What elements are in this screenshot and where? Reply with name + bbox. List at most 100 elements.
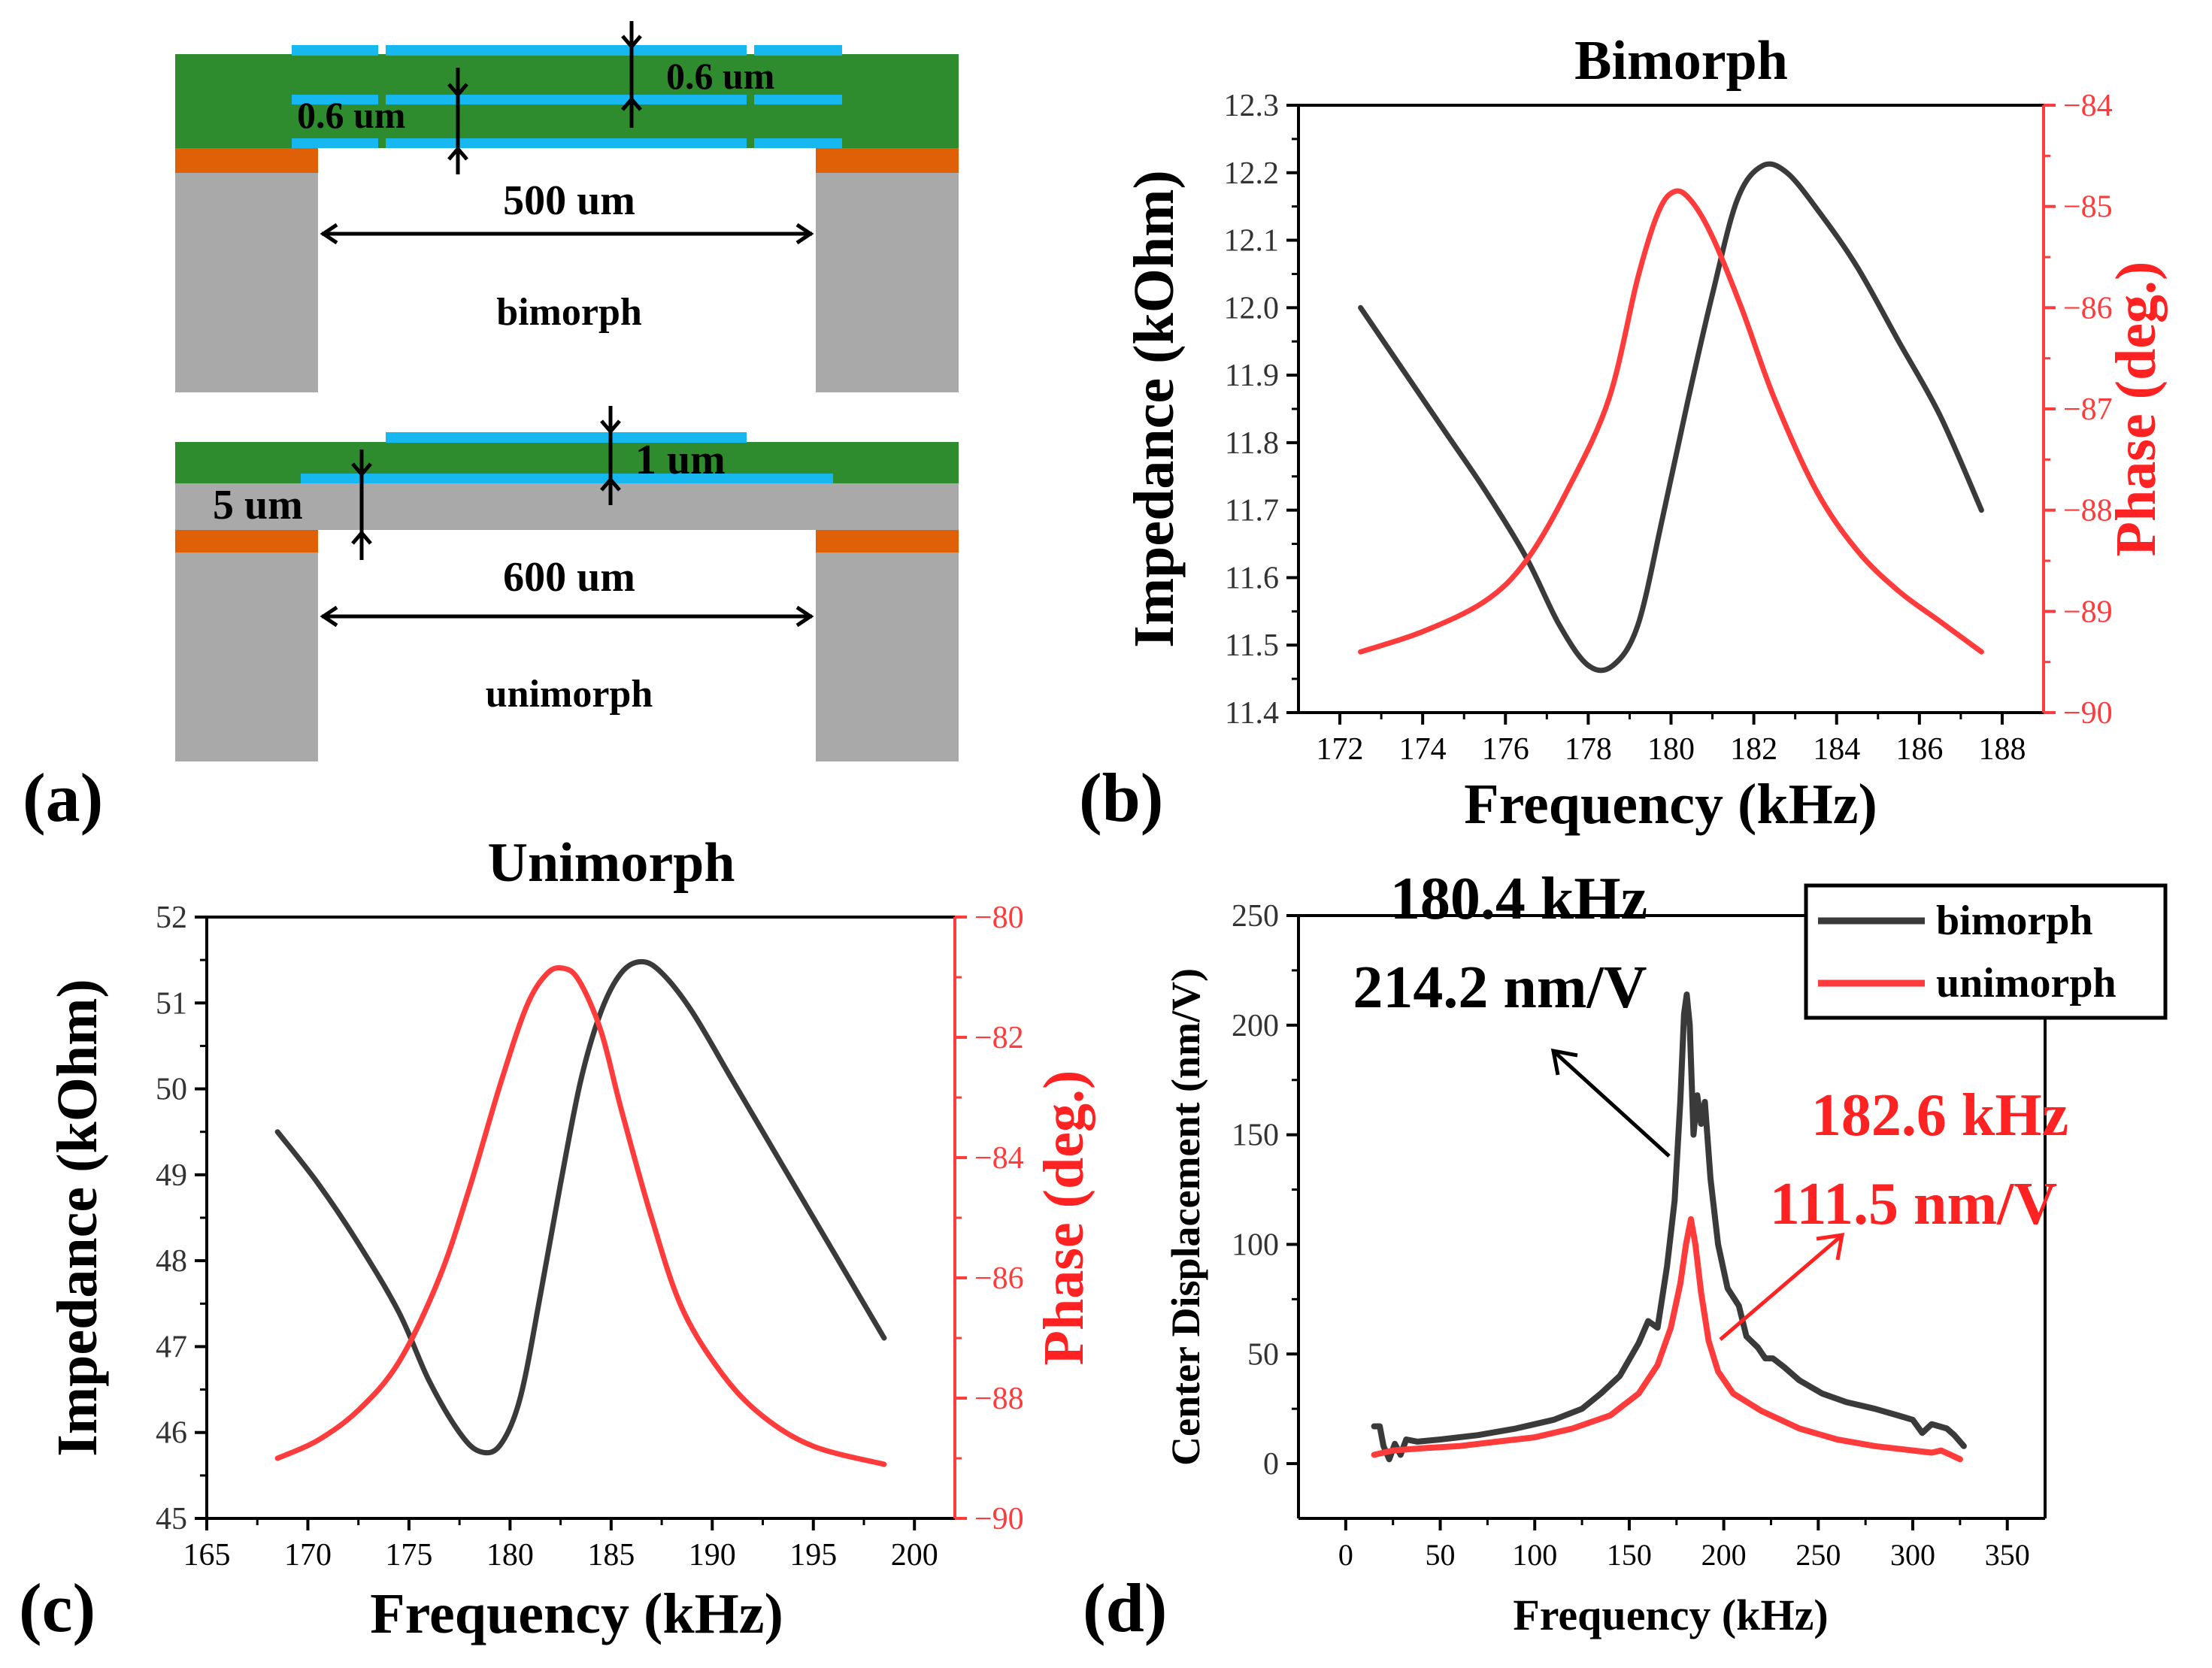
bimorph-diagram: 0.6 um 0.6 um 500 um bimorph [175, 21, 959, 392]
bimorph-mid-electrode-2 [386, 95, 747, 104]
annotation-unimorph-displacement: 111.5 nm/V [1770, 1171, 2057, 1237]
y-tick-label: 11.9 [1225, 359, 1279, 393]
bimorph-width-arrow [320, 223, 814, 245]
y-tick-label: 100 [1232, 1228, 1279, 1262]
y-tick-label: 150 [1232, 1119, 1279, 1153]
chart-b-ylabel: Impedance (kOhm) [1123, 170, 1186, 647]
x-tick-label: 300 [1890, 1538, 1935, 1572]
y-tick-label: 47 [156, 1330, 187, 1364]
series-line-unimorph [1371, 1215, 1963, 1463]
x-tick-label: 195 [789, 1538, 837, 1573]
legend-box [1804, 883, 2168, 1020]
y-tick-label: 11.4 [1225, 696, 1279, 731]
y-tick-label: 200 [1232, 1009, 1279, 1043]
chart-b-xlabel: Frequency (kHz) [1464, 773, 1877, 836]
chart-d-plot-area: 0 50 100 150 200 250 300 350 0 50 100 150 200 250 [1232, 899, 2047, 1572]
x-tick-label: 185 [587, 1538, 635, 1573]
unimorph-top-electrode [386, 432, 747, 443]
bimorph-label: bimorph [496, 291, 642, 334]
annotation-bimorph-frequency: 180.4 kHz [1390, 866, 1647, 932]
chart-c-plot-area: 165 170 175 180 185 190 195 200 45 46 47 48 49 50 51 52… [156, 901, 1024, 1573]
chart-b-title: Bimorph [1574, 30, 1788, 92]
legend-entry-bimorph: bimorph [1936, 898, 2093, 944]
y-tick-label: 11.8 [1225, 426, 1279, 461]
x-tick-label: 170 [284, 1538, 332, 1573]
bimorph-bot-electrode-2 [386, 138, 747, 148]
y2-tick-label: −82 [974, 1021, 1024, 1055]
x-tick-label: 184 [1813, 732, 1860, 767]
unimorph-width-arrow [320, 605, 814, 628]
series-line-bimorph [1371, 991, 1967, 1463]
x-tick-label: 190 [689, 1538, 736, 1573]
bimorph-mid-electrode-3 [754, 95, 842, 104]
panel-label-b: (b) [1079, 759, 1163, 836]
unimorph-bottom-electrode [301, 474, 833, 483]
bimorph-substrate-right [816, 173, 959, 392]
bimorph-oxide-right [816, 148, 959, 173]
y-tick-label: 46 [156, 1416, 187, 1451]
x-tick-label: 178 [1565, 732, 1612, 767]
y2-tick-label: −80 [974, 901, 1024, 935]
x-tick-label: 186 [1895, 732, 1943, 767]
x-tick-label: 188 [1978, 732, 2026, 767]
y-tick-label: 50 [1247, 1337, 1279, 1372]
annotation-arrow-unimorph [1719, 1233, 1845, 1341]
panel-label-a: (a) [23, 759, 103, 836]
y-tick-label: 12.1 [1224, 224, 1280, 259]
x-tick-label: 150 [1607, 1538, 1652, 1572]
x-tick-label: 200 [891, 1538, 938, 1573]
panel-a: 0.6 um 0.6 um 500 um bimorph [23, 21, 959, 836]
bimorph-bot-electrode-3 [754, 138, 842, 148]
chart-b-plot-area: 172 174 176 178 180 182 184 186 188 11.4 11.5 11.6 1… [1224, 89, 2113, 767]
bimorph-width-label: 500 um [503, 177, 635, 224]
y-tick-label: 49 [156, 1158, 187, 1193]
bimorph-thickness-arrow-right [621, 21, 642, 128]
y-tick-label: 11.6 [1225, 561, 1279, 595]
y2-tick-label: −88 [974, 1382, 1024, 1416]
y-tick-label: 50 [156, 1073, 187, 1107]
y2-tick-label: −86 [974, 1261, 1024, 1296]
x-tick-label: 50 [1426, 1538, 1456, 1572]
unimorph-diagram: 1 um 5 um 600 um unimorph [175, 406, 959, 761]
chart-b: 172 174 176 178 180 182 184 186 188 11.4 11.5 11.6 1… [1079, 30, 2168, 836]
unimorph-thickness-arrow-side [351, 450, 372, 560]
panel-label-c: (c) [19, 1570, 95, 1646]
series-line-impedance [274, 958, 887, 1456]
chart-c-xlabel: Frequency (kHz) [370, 1582, 783, 1645]
chart-c-y2label: Phase (deg.) [1032, 1070, 1095, 1366]
panel-label-d: (d) [1083, 1570, 1167, 1646]
y2-tick-label: −88 [2063, 494, 2113, 528]
x-tick-label: 180 [1647, 732, 1695, 767]
unimorph-substrate-left [175, 552, 318, 761]
x-tick-label: 100 [1512, 1538, 1557, 1572]
bimorph-top-electrode-1 [292, 45, 378, 56]
x-tick-label: 182 [1730, 732, 1777, 767]
x-tick-label: 176 [1482, 732, 1529, 767]
y2-tick-label: −84 [974, 1141, 1024, 1176]
chart-c-ylabel: Impedance (kOhm) [46, 979, 109, 1456]
bimorph-thickness-arrow-left [447, 68, 468, 174]
unimorph-substrate-right [816, 552, 959, 761]
chart-d: 0 50 100 150 200 250 300 350 0 50 100 150 200 250 Fre… [1083, 866, 2168, 1646]
y-tick-label: 51 [156, 986, 187, 1021]
y2-tick-label: −84 [2063, 89, 2113, 123]
bimorph-oxide-left [175, 148, 318, 173]
bimorph-top-electrode-3 [754, 45, 842, 56]
bimorph-top-electrode-2 [386, 45, 747, 56]
y2-tick-label: −90 [2063, 696, 2113, 731]
chart-b-y2label: Phase (deg.) [2104, 262, 2168, 557]
y2-tick-label: −87 [2063, 392, 2113, 427]
unimorph-thickness-arrow-top [600, 406, 621, 505]
unimorph-oxide-right [816, 530, 959, 552]
y-tick-label: 12.2 [1224, 156, 1280, 191]
y-tick-label: 250 [1232, 899, 1279, 934]
chart-d-ylabel: Center Displacement (nm/V) [1163, 968, 1208, 1466]
x-tick-label: 165 [183, 1538, 231, 1573]
unimorph-device-layer [175, 483, 959, 530]
series-line-impedance [1358, 161, 1984, 674]
y2-tick-label: −89 [2063, 595, 2113, 629]
bimorph-bot-electrode-1 [292, 138, 378, 148]
unimorph-label: unimorph [486, 673, 653, 716]
y-tick-label: 48 [156, 1244, 187, 1279]
